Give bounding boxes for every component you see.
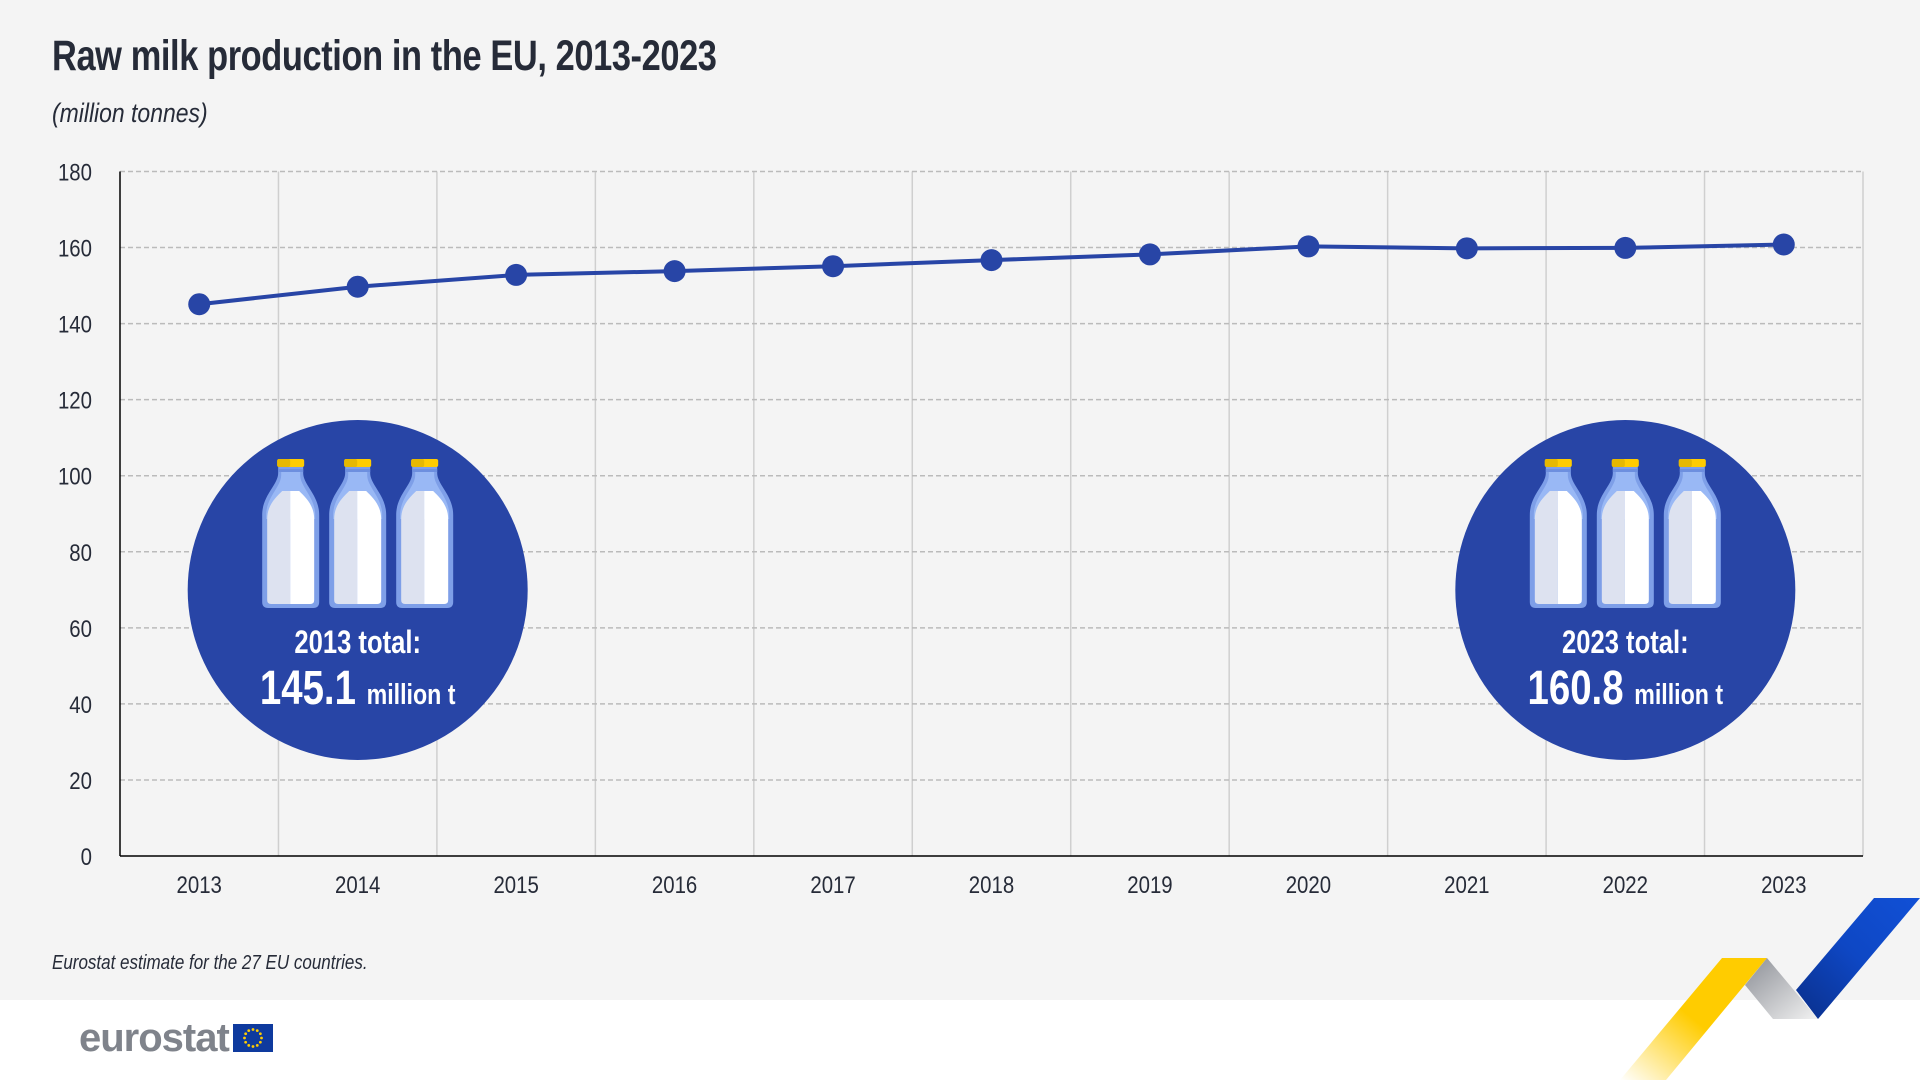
flag-star bbox=[244, 1040, 247, 1044]
data-point bbox=[188, 293, 211, 316]
eurostat-logo: eurostat bbox=[79, 1016, 273, 1060]
logo-text: eurostat bbox=[79, 1016, 230, 1060]
eu-flag-icon bbox=[232, 1024, 273, 1052]
data-point bbox=[822, 255, 845, 278]
total-bubble: 2023 total:160.8 million t bbox=[1455, 420, 1796, 760]
bubble-value: 160.8 bbox=[1528, 662, 1635, 715]
flag-star bbox=[258, 1032, 262, 1036]
ribbon-gray bbox=[1745, 958, 1818, 1019]
x-tick-label: 2021 bbox=[1444, 871, 1489, 898]
y-tick-label: 140 bbox=[58, 311, 92, 338]
flag-star bbox=[251, 1028, 255, 1031]
chart-subtitle: (million tonnes) bbox=[52, 98, 208, 128]
data-point bbox=[980, 249, 1003, 272]
y-tick-label: 40 bbox=[69, 691, 92, 718]
bubble-unit: million t bbox=[1634, 677, 1723, 710]
data-point bbox=[1297, 235, 1320, 258]
flag-star bbox=[242, 1036, 246, 1040]
bubble-unit: million t bbox=[367, 677, 456, 710]
x-tick-label: 2013 bbox=[177, 871, 222, 898]
flag-star bbox=[244, 1032, 247, 1036]
chart-title: Raw milk production in the EU, 2013-2023 bbox=[52, 32, 717, 80]
footnote: Eurostat estimate for the 27 EU countrie… bbox=[52, 952, 368, 974]
total-bubble: 2013 total:145.1 million t bbox=[187, 420, 528, 760]
flag-star bbox=[258, 1040, 262, 1044]
y-tick-label: 0 bbox=[81, 843, 92, 870]
flag-star bbox=[255, 1029, 259, 1033]
series bbox=[188, 233, 1795, 316]
data-point bbox=[663, 260, 686, 283]
x-tick-label: 2022 bbox=[1603, 871, 1648, 898]
ribbon-blue bbox=[1796, 898, 1920, 1019]
x-tick-label: 2016 bbox=[652, 871, 697, 898]
x-tick-label: 2019 bbox=[1127, 871, 1172, 898]
ribbon-yellow bbox=[1620, 958, 1767, 1080]
y-tick-label: 120 bbox=[58, 387, 92, 414]
y-tick-label: 160 bbox=[58, 235, 92, 262]
data-point bbox=[1138, 243, 1161, 266]
y-tick-label: 20 bbox=[69, 767, 92, 794]
flag-star bbox=[259, 1036, 263, 1040]
y-tick-label: 80 bbox=[69, 539, 92, 566]
axes: 0 20 40 60 80 100 120 140 160 180 2013 2014 2015 2016… bbox=[58, 159, 1863, 898]
x-tick-label: 2014 bbox=[335, 871, 380, 898]
x-tick-label: 2018 bbox=[969, 871, 1014, 898]
flag-star bbox=[247, 1043, 250, 1047]
data-point bbox=[1455, 237, 1478, 260]
data-point bbox=[505, 263, 528, 286]
x-tick-label: 2020 bbox=[1286, 871, 1331, 898]
y-tick-label: 60 bbox=[69, 615, 92, 642]
x-tick-label: 2023 bbox=[1761, 871, 1806, 898]
data-point bbox=[1772, 233, 1795, 256]
bubble-value-line: 160.8 million t bbox=[1528, 662, 1724, 715]
x-tick-label: 2015 bbox=[493, 871, 538, 898]
y-tick-label: 180 bbox=[58, 159, 92, 186]
y-tick-label: 100 bbox=[58, 463, 92, 490]
bubble-value: 145.1 bbox=[260, 662, 367, 715]
x-tick-label: 2017 bbox=[810, 871, 855, 898]
bubble-value-line: 145.1 million t bbox=[260, 662, 456, 715]
data-point bbox=[1614, 236, 1637, 259]
data-point bbox=[346, 275, 369, 298]
flag-star bbox=[247, 1029, 250, 1033]
bubble-label: 2023 total: bbox=[1562, 625, 1689, 660]
flag-star bbox=[255, 1043, 259, 1047]
flag-star bbox=[251, 1045, 255, 1048]
bubble-label: 2013 total: bbox=[294, 625, 421, 660]
